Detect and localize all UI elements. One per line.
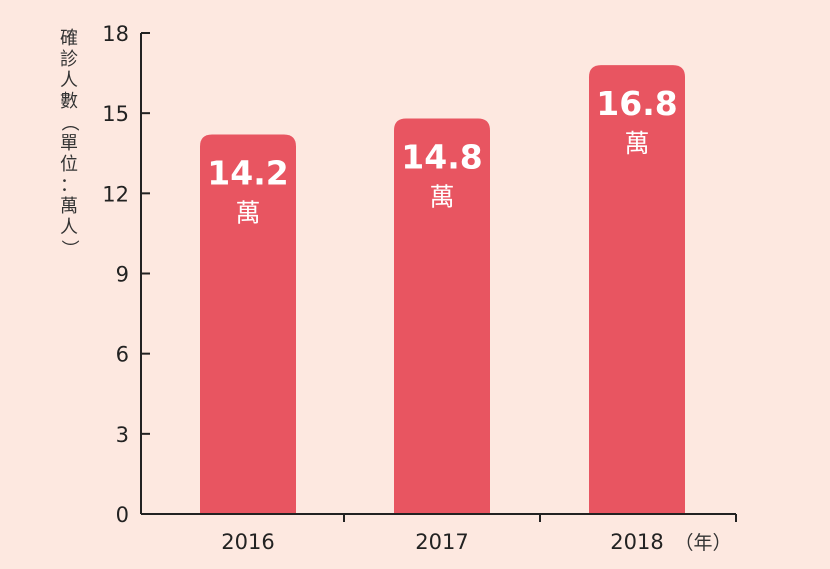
x-unit-label: （年） (674, 532, 731, 554)
y-axis-label-char: （ (58, 113, 80, 132)
y-tick-label: 18 (102, 22, 129, 46)
y-axis-label-char: 位 (60, 154, 78, 175)
y-axis-label-char: 人 (60, 70, 78, 91)
x-tick-label: 2016 (221, 530, 274, 554)
axes-layer (140, 32, 737, 522)
y-axis-label-char: 診 (60, 49, 78, 70)
bar-2017 (394, 118, 490, 514)
bar-2016 (200, 134, 296, 515)
y-axis-label-char: 確 (60, 28, 78, 49)
y-axis-label-char: ： (60, 175, 78, 196)
y-axis-label-char: ） (58, 239, 80, 258)
y-tick-label: 12 (102, 182, 129, 206)
y-axis-label-char: 單 (60, 133, 78, 154)
y-tick-label: 15 (102, 102, 129, 126)
x-tick-label: 2017 (415, 530, 468, 554)
bar-value-label: 16.8 (596, 84, 677, 123)
y-axis-label-char: 萬 (60, 196, 78, 217)
bar-unit-label: 萬 (624, 129, 649, 158)
y-axis-label-char: 人 (60, 217, 78, 238)
y-axis-label: 確診人數（單位：萬人） (56, 28, 82, 259)
bar-value-label: 14.2 (207, 154, 288, 193)
ticks-layer: 2016 2017 2018 0 3 6 9 12 15 18 (102, 22, 663, 554)
bar-2018 (589, 65, 685, 515)
x-tick-label: 2018 (610, 530, 663, 554)
y-tick-label: 0 (116, 503, 129, 527)
y-tick-label: 3 (116, 423, 129, 447)
y-axis-label-char: 數 (60, 91, 78, 112)
bar-value-label: 14.8 (401, 138, 482, 177)
bar-unit-label: 萬 (235, 199, 260, 228)
y-tick-label: 9 (116, 263, 129, 287)
y-tick-label: 6 (116, 343, 129, 367)
bar-unit-label: 萬 (429, 183, 454, 212)
bars-layer: 14.2 萬 14.8 萬 16.8 萬 (200, 65, 685, 515)
